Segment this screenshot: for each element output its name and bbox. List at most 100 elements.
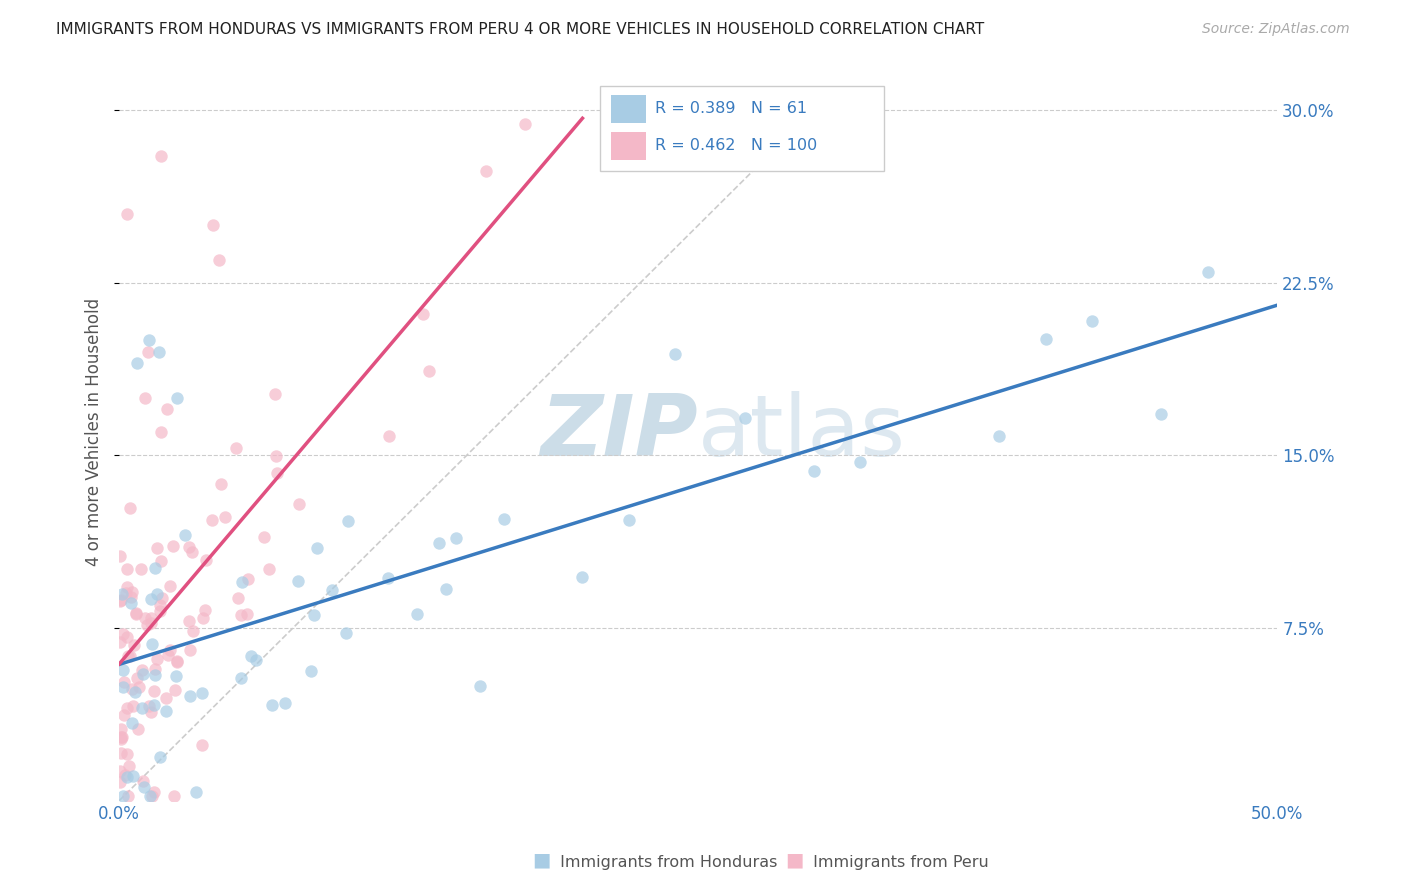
Text: Source: ZipAtlas.com: Source: ZipAtlas.com xyxy=(1202,22,1350,37)
Point xyxy=(617,513,640,527)
Point xyxy=(141,615,163,630)
Point xyxy=(177,614,200,628)
Point xyxy=(988,429,1011,443)
Point xyxy=(142,683,165,698)
Point xyxy=(117,789,139,803)
Point xyxy=(125,356,148,370)
Point xyxy=(115,586,138,600)
Point xyxy=(110,774,132,789)
Point xyxy=(139,789,162,803)
Point xyxy=(117,649,139,664)
Point xyxy=(115,580,138,594)
Point xyxy=(156,401,179,416)
Point xyxy=(121,699,143,714)
Point xyxy=(377,572,399,586)
Point xyxy=(245,653,267,667)
Point xyxy=(121,584,143,599)
Point xyxy=(115,207,138,221)
Point xyxy=(117,700,139,714)
Point xyxy=(163,789,186,803)
Point xyxy=(110,730,132,744)
Point xyxy=(273,696,295,710)
Point xyxy=(112,707,135,722)
Point xyxy=(115,562,138,576)
Point xyxy=(209,477,232,491)
Point xyxy=(406,607,429,621)
Point xyxy=(1081,314,1104,328)
Point xyxy=(121,716,143,731)
Point xyxy=(150,591,173,606)
Point xyxy=(120,596,142,610)
Point xyxy=(124,684,146,698)
Point xyxy=(177,541,200,555)
Point xyxy=(110,746,132,760)
Point xyxy=(149,605,172,619)
Point xyxy=(125,607,148,621)
Point xyxy=(118,501,141,516)
Point xyxy=(143,560,166,574)
Point xyxy=(150,149,173,163)
Point xyxy=(110,586,132,600)
Text: Immigrants from Honduras: Immigrants from Honduras xyxy=(555,855,778,870)
Point xyxy=(264,449,287,463)
Point xyxy=(208,252,231,267)
Point xyxy=(149,425,172,440)
Point xyxy=(112,680,135,694)
Point xyxy=(131,663,153,677)
Point xyxy=(231,574,253,589)
Point xyxy=(125,607,148,622)
Point xyxy=(122,638,145,652)
Point xyxy=(141,789,163,803)
Point xyxy=(121,769,143,783)
Point xyxy=(127,671,149,685)
Point xyxy=(434,582,457,596)
Point xyxy=(139,611,162,625)
Point xyxy=(1197,265,1219,279)
Point xyxy=(236,573,259,587)
Point xyxy=(571,570,593,584)
Point xyxy=(149,598,172,612)
Point xyxy=(418,364,440,378)
Point xyxy=(159,579,181,593)
Point xyxy=(128,680,150,694)
Point xyxy=(120,649,142,664)
Point xyxy=(149,749,172,764)
Point xyxy=(114,768,136,782)
Bar xyxy=(612,95,647,123)
Point xyxy=(179,689,201,703)
Point xyxy=(110,732,132,747)
Point xyxy=(186,785,208,799)
Point xyxy=(259,562,281,576)
Point xyxy=(131,773,153,788)
Point xyxy=(231,671,253,685)
Point xyxy=(194,552,217,566)
Point xyxy=(142,785,165,799)
Text: R = 0.462   N = 100: R = 0.462 N = 100 xyxy=(655,138,818,153)
Point xyxy=(266,466,288,480)
Point xyxy=(111,731,134,745)
Point xyxy=(115,770,138,784)
Point xyxy=(146,586,169,600)
Point xyxy=(166,656,188,670)
Point xyxy=(146,652,169,666)
Point xyxy=(141,592,163,607)
Point xyxy=(191,739,214,753)
Point xyxy=(121,681,143,696)
Point xyxy=(240,649,263,664)
Text: ■: ■ xyxy=(785,851,804,870)
Point xyxy=(191,686,214,700)
Point xyxy=(1035,332,1057,346)
Point xyxy=(115,747,138,761)
Point xyxy=(515,118,537,132)
Point xyxy=(236,607,259,621)
Point xyxy=(110,549,132,564)
Point xyxy=(181,624,204,639)
Point xyxy=(474,164,496,178)
Point xyxy=(228,591,250,606)
Point xyxy=(287,574,309,588)
Point xyxy=(139,705,162,719)
Point xyxy=(468,679,491,693)
Point xyxy=(162,539,184,553)
Point xyxy=(110,594,132,608)
Point xyxy=(132,780,155,795)
